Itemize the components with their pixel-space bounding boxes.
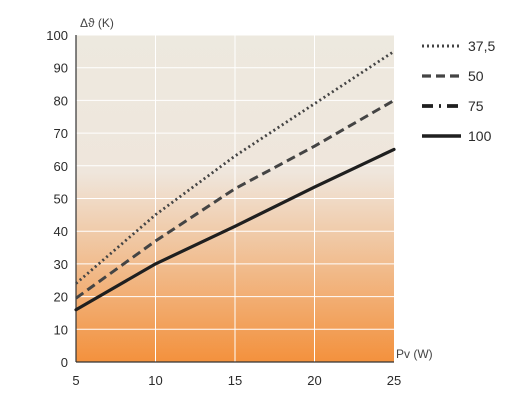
x-tick-label: 10: [148, 373, 162, 388]
legend-label: 100: [468, 128, 492, 144]
y-tick-label: 90: [54, 61, 68, 76]
x-tick-label: 25: [387, 373, 401, 388]
y-tick-label: 50: [54, 192, 68, 207]
legend-label: 37,5: [468, 38, 495, 54]
series-line-37,5: [75, 50, 395, 285]
y-tick-label: 10: [54, 322, 68, 337]
x-axis-title: Pv (W): [396, 347, 433, 361]
grid: [76, 34, 394, 362]
x-tick-label: 20: [307, 373, 321, 388]
y-tick-label: 30: [54, 257, 68, 272]
y-tick-label: 70: [54, 126, 68, 141]
y-tick-label: 60: [54, 159, 68, 174]
legend: 37,5 50 75 100: [422, 38, 495, 144]
series-line-50: [75, 99, 395, 300]
series-lines: [74, 50, 396, 312]
legend-label: 50: [468, 68, 484, 84]
y-tick-label: 100: [46, 28, 68, 43]
y-tick-label: 40: [54, 224, 68, 239]
series-line-100: [74, 147, 396, 312]
axes: 0 10 20 30 40 50 60 70 80 90 100 5 10 15 20 25: [46, 28, 401, 388]
y-tick-label: 0: [61, 355, 68, 370]
x-tick-label: 15: [228, 373, 242, 388]
y-tick-label: 20: [54, 290, 68, 305]
y-axis-title: Δϑ (K): [80, 16, 114, 30]
legend-label: 75: [468, 98, 484, 114]
y-tick-label: 80: [54, 93, 68, 108]
x-tick-label: 5: [72, 373, 79, 388]
